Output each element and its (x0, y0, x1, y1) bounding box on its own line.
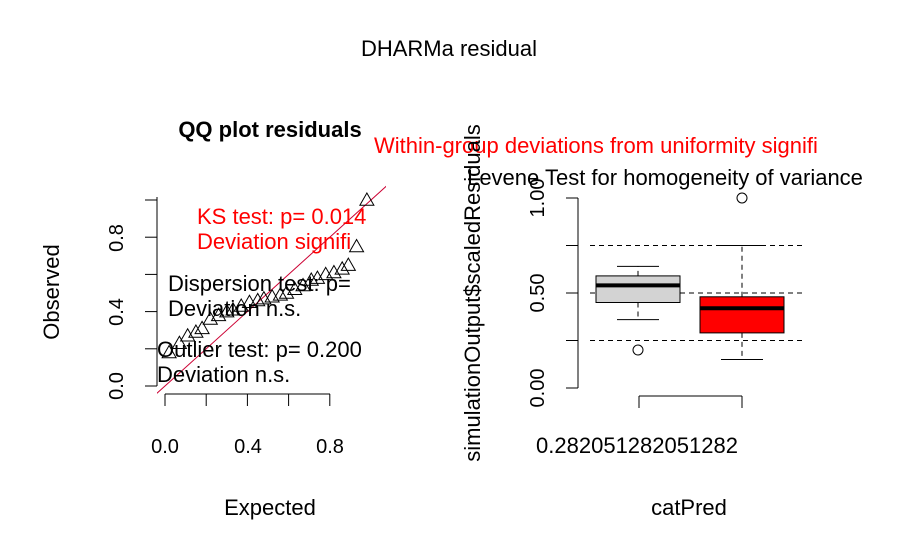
qq-y-ticks (145, 199, 157, 387)
qq-point (188, 324, 204, 338)
qq-y-tick-label: 0.0 (106, 372, 128, 400)
qq-point (202, 311, 219, 325)
qq-x-ticks (164, 394, 331, 406)
qq-plot-title: QQ plot residuals (178, 117, 361, 142)
box-y-tick-label: 0.00 (527, 369, 549, 408)
outlier-test-text: Outlier test: p= 0.200 (157, 337, 362, 362)
box-y-ticks (566, 197, 578, 389)
qq-point (218, 303, 235, 318)
box-y-axis-label: simulationOutput$scaledResiduals (460, 124, 485, 462)
box-y-tick-label: 1.00 (527, 179, 549, 218)
qq-point (326, 264, 342, 279)
levene-plot-title: Levene Test for homogeneity of variance (467, 165, 863, 190)
qq-point (295, 277, 311, 292)
levene-boxplot-panel: Levene Test for homogeneity of variance … (374, 124, 863, 520)
box-body (595, 275, 681, 303)
qq-x-axis-label: Expected (224, 495, 316, 520)
dispersion-test-text: Dispersion test: p= (168, 271, 351, 296)
qq-point (272, 286, 289, 301)
qq-point (303, 271, 320, 286)
box-groups (595, 192, 785, 360)
qq-point (194, 320, 210, 335)
uniformity-warning-text: Within-group deviations from uniformity … (374, 133, 818, 158)
box-x-tick-label: 0.282051282051282 (536, 433, 738, 458)
qq-point (334, 260, 351, 275)
qq-point (249, 292, 266, 307)
qq-x-tick-label: 0.8 (316, 436, 344, 458)
qq-x-tick-label: 0.0 (151, 436, 179, 458)
qq-point (309, 270, 326, 284)
qq-point (210, 307, 227, 322)
qq-y-tick-label: 0.8 (106, 224, 128, 252)
qq-points (161, 191, 375, 359)
qq-y-tick-label: 0.4 (106, 298, 128, 326)
box-x-axis-label: catPred (651, 495, 727, 520)
qq-identity-line (157, 185, 386, 394)
figure-title: DHARMa residual (361, 36, 537, 61)
box-outlier (632, 344, 644, 356)
box-body (699, 296, 785, 334)
box-y-tick-label: 0.50 (527, 274, 549, 313)
qq-point (340, 257, 357, 271)
qq-plot-panel: QQ plot residuals 0.0 0.4 0.8 0.0 0.4 0.… (39, 117, 386, 520)
qq-point (171, 335, 188, 349)
qq-point (233, 298, 250, 312)
qq-x-tick-label: 0.4 (234, 436, 262, 458)
box-outlier (736, 192, 748, 204)
qq-point (359, 191, 375, 206)
qq-point (225, 301, 241, 316)
qq-point (161, 344, 177, 359)
qq-point (348, 238, 365, 253)
qq-y-axis-label: Observed (39, 244, 64, 339)
ks-test-text: KS test: p= 0.014 (197, 204, 366, 229)
qq-point (278, 284, 295, 299)
ks-deviation-text: Deviation signifi (197, 229, 351, 254)
qq-point (179, 327, 196, 342)
outlier-deviation-text: Deviation n.s. (157, 362, 290, 387)
qq-point (286, 281, 303, 296)
dispersion-deviation-text: Deviation n.s. (168, 296, 301, 321)
